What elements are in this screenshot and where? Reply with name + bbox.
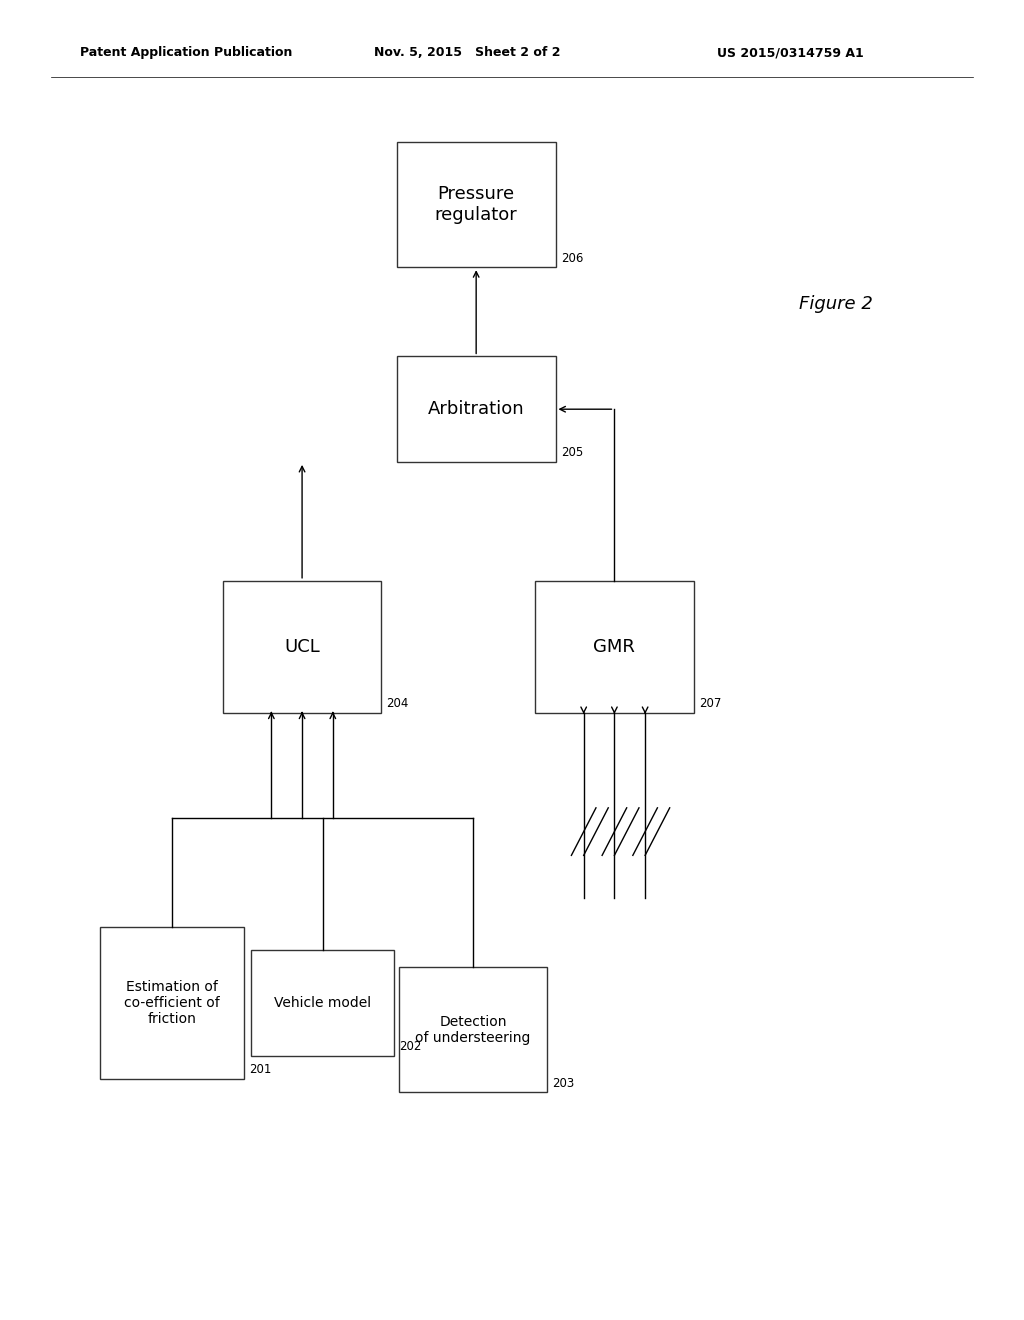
Bar <box>397 143 555 267</box>
Text: Detection
of understeering: Detection of understeering <box>416 1015 530 1044</box>
Text: Figure 2: Figure 2 <box>799 294 872 313</box>
Bar <box>100 927 244 1080</box>
Text: 205: 205 <box>561 446 583 459</box>
Bar <box>397 356 555 462</box>
Text: Arbitration: Arbitration <box>428 400 524 418</box>
Text: 204: 204 <box>387 697 409 710</box>
Bar <box>251 950 394 1056</box>
Text: UCL: UCL <box>285 638 319 656</box>
Text: 203: 203 <box>553 1077 574 1090</box>
Text: GMR: GMR <box>594 638 635 656</box>
Text: Nov. 5, 2015   Sheet 2 of 2: Nov. 5, 2015 Sheet 2 of 2 <box>374 46 560 59</box>
Bar <box>399 966 547 1093</box>
Text: Vehicle model: Vehicle model <box>274 997 371 1010</box>
Text: US 2015/0314759 A1: US 2015/0314759 A1 <box>717 46 863 59</box>
Text: 207: 207 <box>698 697 721 710</box>
Bar <box>222 581 381 713</box>
Text: 206: 206 <box>561 252 583 264</box>
Text: Patent Application Publication: Patent Application Publication <box>80 46 292 59</box>
Text: Pressure
regulator: Pressure regulator <box>435 185 517 224</box>
Text: Estimation of
co-efficient of
friction: Estimation of co-efficient of friction <box>124 979 220 1027</box>
Bar <box>535 581 694 713</box>
Text: 202: 202 <box>399 1040 422 1053</box>
Text: 201: 201 <box>249 1064 271 1077</box>
